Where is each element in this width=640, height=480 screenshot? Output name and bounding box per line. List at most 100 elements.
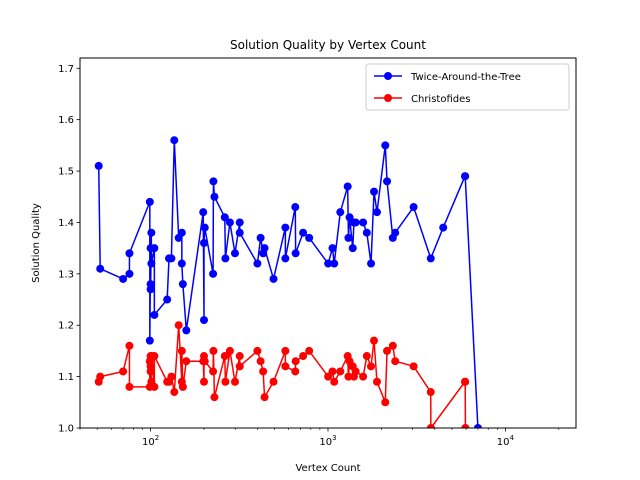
data-point bbox=[146, 285, 155, 294]
data-point bbox=[221, 377, 230, 386]
data-point bbox=[177, 228, 186, 237]
data-point bbox=[174, 321, 183, 330]
data-point bbox=[362, 352, 371, 361]
data-point bbox=[256, 357, 265, 366]
data-point bbox=[220, 352, 229, 361]
data-point bbox=[370, 187, 379, 196]
data-point bbox=[324, 259, 333, 268]
data-point bbox=[225, 346, 234, 355]
data-point bbox=[167, 254, 176, 263]
data-point bbox=[200, 239, 208, 247]
data-point bbox=[177, 346, 186, 355]
data-point bbox=[330, 377, 339, 386]
y-tick-label: 1.1 bbox=[58, 372, 74, 383]
data-point bbox=[426, 388, 435, 397]
data-point bbox=[145, 336, 154, 345]
data-point bbox=[305, 346, 314, 355]
y-tick-label: 1.7 bbox=[58, 64, 74, 75]
data-point bbox=[381, 141, 390, 150]
data-point bbox=[461, 172, 470, 181]
data-point bbox=[367, 362, 376, 371]
data-point bbox=[145, 197, 154, 206]
data-point bbox=[260, 393, 269, 402]
data-point bbox=[305, 233, 314, 242]
data-point bbox=[381, 398, 390, 407]
data-point bbox=[210, 393, 219, 402]
data-point bbox=[200, 357, 209, 366]
data-point bbox=[351, 367, 360, 376]
legend-label: Twice-Around-the-Tree bbox=[410, 72, 521, 83]
data-point bbox=[370, 336, 379, 345]
data-point bbox=[299, 352, 308, 361]
data-point bbox=[299, 228, 308, 237]
y-tick-label: 1.5 bbox=[58, 167, 74, 178]
data-point bbox=[439, 223, 448, 232]
data-point bbox=[409, 362, 418, 371]
data-point bbox=[343, 182, 352, 191]
data-point bbox=[230, 377, 239, 386]
data-point bbox=[209, 346, 218, 355]
series-1 bbox=[94, 321, 470, 428]
data-point bbox=[170, 136, 179, 145]
data-point bbox=[125, 269, 134, 278]
data-point bbox=[281, 254, 290, 263]
data-point bbox=[96, 372, 105, 381]
chart-title: Solution Quality by Vertex Count bbox=[230, 38, 426, 52]
data-point bbox=[336, 367, 345, 376]
data-point bbox=[230, 249, 239, 258]
data-point bbox=[269, 377, 278, 386]
legend-label: Christofides bbox=[411, 94, 470, 105]
data-point bbox=[359, 372, 368, 381]
data-point bbox=[281, 362, 290, 371]
data-point bbox=[125, 382, 134, 391]
data-point bbox=[209, 367, 218, 376]
data-point bbox=[163, 295, 172, 304]
data-point bbox=[125, 341, 134, 350]
data-point bbox=[330, 259, 339, 268]
data-point bbox=[147, 259, 156, 268]
data-point bbox=[210, 192, 219, 201]
data-point bbox=[461, 424, 470, 428]
data-point bbox=[209, 177, 218, 186]
data-point bbox=[150, 352, 159, 361]
data-point bbox=[167, 372, 176, 381]
y-tick-label: 1.4 bbox=[58, 218, 74, 229]
data-point bbox=[473, 424, 482, 428]
data-point bbox=[150, 244, 159, 253]
data-point bbox=[125, 249, 134, 258]
x-tick-label: 104 bbox=[497, 434, 515, 448]
data-point bbox=[119, 274, 128, 283]
data-point bbox=[182, 357, 191, 366]
legend-marker bbox=[384, 72, 392, 80]
data-point bbox=[209, 269, 218, 278]
data-point bbox=[235, 362, 244, 371]
data-point bbox=[235, 218, 244, 227]
x-axis: 102 103 104 bbox=[79, 428, 560, 448]
data-point bbox=[225, 218, 234, 227]
data-point bbox=[177, 259, 186, 268]
data-point bbox=[150, 310, 159, 319]
y-tick-label: 1.6 bbox=[58, 115, 74, 126]
data-point bbox=[281, 346, 290, 355]
data-point bbox=[281, 223, 290, 232]
data-point bbox=[235, 352, 244, 361]
data-point bbox=[200, 377, 208, 386]
data-point bbox=[351, 218, 360, 227]
data-point bbox=[328, 367, 337, 376]
data-point bbox=[147, 228, 156, 237]
legend: Twice-Around-the-Tree Christofides bbox=[365, 63, 570, 111]
data-point bbox=[409, 203, 418, 212]
data-point bbox=[200, 316, 208, 325]
data-point bbox=[426, 254, 435, 263]
data-point bbox=[269, 274, 278, 283]
data-point bbox=[119, 367, 128, 376]
data-point bbox=[391, 357, 400, 366]
y-axis: 1.0 1.1 1.2 1.3 1.4 1.5 1.6 1.7 bbox=[58, 64, 80, 435]
data-point bbox=[150, 382, 159, 391]
data-point bbox=[291, 203, 300, 212]
data-point bbox=[373, 377, 382, 386]
data-point bbox=[178, 280, 187, 289]
series-0 bbox=[94, 136, 482, 428]
y-axis-label: Solution Quality bbox=[31, 203, 42, 283]
